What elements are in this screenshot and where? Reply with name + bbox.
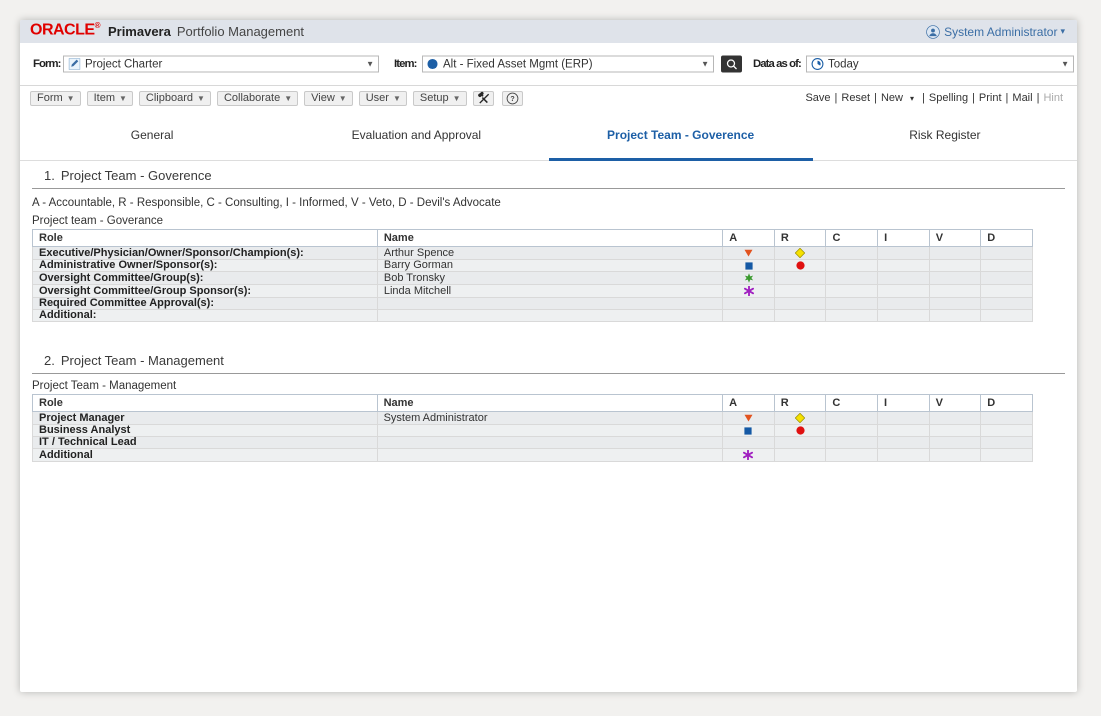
svg-text:?: ? xyxy=(510,96,514,103)
